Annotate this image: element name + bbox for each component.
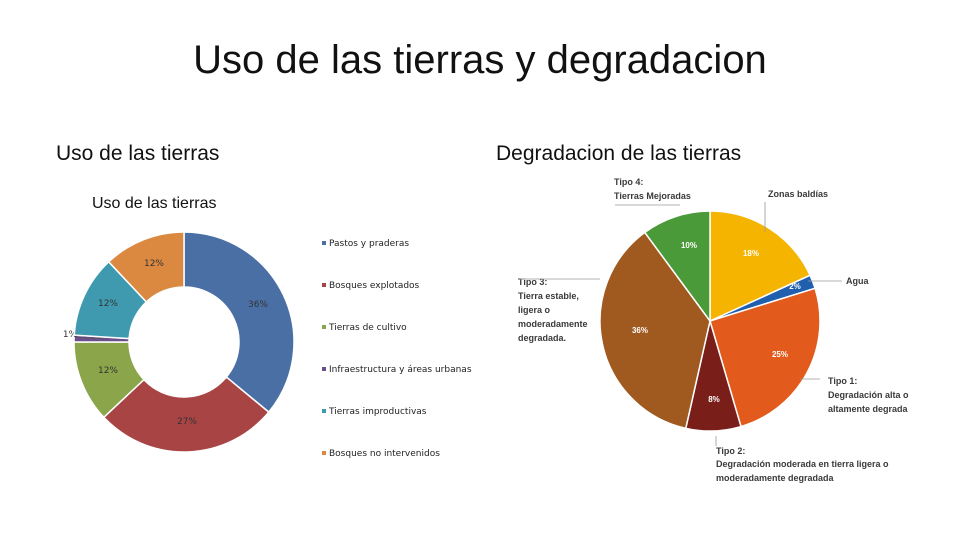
callout-tipo3-line4: degradada. <box>518 333 566 343</box>
pie-data-label: 18% <box>743 249 759 258</box>
callout-tipo4-title: Tipo 4: <box>614 177 643 187</box>
callout-tipo3-line2: ligera o <box>518 305 551 315</box>
legend-swatch <box>322 325 326 329</box>
pie-data-label: 8% <box>708 395 720 404</box>
donut-slice <box>107 231 185 303</box>
left-heading: Uso de las tierras <box>56 142 220 165</box>
callout-tipo2-line1: Degradación moderada en tierra ligera o <box>716 459 889 469</box>
callout-tipo2-line2: moderadamente degradada <box>716 473 835 483</box>
legend-entry: Bosques no intervenidos <box>329 449 440 459</box>
pie-data-label: 10% <box>681 241 697 250</box>
donut-slice <box>102 376 270 453</box>
callout-tipo3-line1: Tierra estable, <box>518 291 579 301</box>
callout-tipo1-line2: altamente degrada <box>828 404 909 414</box>
pie-slice <box>599 231 711 430</box>
donut-data-label: 27% <box>177 417 197 427</box>
legend-entry: Bosques explotados <box>329 281 420 291</box>
legend-entry: Pastos y praderas <box>329 239 409 249</box>
callout-tipo2-title: Tipo 2: <box>716 446 745 456</box>
donut-data-label: 12% <box>144 259 164 269</box>
callout-zonas-baldias: Zonas baldías <box>768 189 828 199</box>
pie-slice <box>709 210 812 323</box>
legend-swatch <box>322 283 326 287</box>
legend-swatch <box>322 241 326 245</box>
pie-data-label: 36% <box>632 326 648 335</box>
pie-data-label: 25% <box>772 350 788 359</box>
pie-slice <box>643 210 711 324</box>
donut-slice <box>183 231 295 414</box>
legend-entry: Tierras de cultivo <box>328 323 407 333</box>
donut-data-label: 36% <box>248 300 268 310</box>
donut-legend: Pastos y praderas Bosques explotados Tierr… <box>322 239 472 459</box>
callout-tipo4-desc: Tierras Mejoradas <box>614 191 691 201</box>
donut-chart-title: Uso de las tierras <box>92 195 217 212</box>
donut-data-label: 1% <box>63 330 78 340</box>
degradation-pie: 18% 2% 25% 8% 36% 10% <box>599 210 821 432</box>
legend-swatch <box>322 409 326 413</box>
donut-data-label: 12% <box>98 366 118 376</box>
slide-title: Uso de las tierras y degradacion <box>193 38 767 82</box>
degradation-callouts: Zonas baldías Agua Tipo 4: Tierras Mejorada… <box>518 177 909 483</box>
pie-slice <box>709 287 821 428</box>
legend-entry: Infraestructura y áreas urbanas <box>329 365 472 375</box>
callout-tipo3-title: Tipo 3: <box>518 277 547 287</box>
callout-tipo1-title: Tipo 1: <box>828 376 857 386</box>
right-heading: Degradacion de las tierras <box>496 142 742 165</box>
donut-chart: 36% 27% 12% 1% 12% 12% <box>63 231 295 453</box>
callout-tipo1-line1: Degradación alta o <box>828 390 909 400</box>
donut-data-label: 12% <box>98 299 118 309</box>
donut-leader-line <box>77 336 105 340</box>
callout-agua: Agua <box>846 276 869 286</box>
legend-entry: Tierras improductivas <box>328 407 427 417</box>
pie-data-label: 2% <box>789 282 801 291</box>
legend-swatch <box>322 451 326 455</box>
legend-swatch <box>322 367 326 371</box>
callout-tipo3-line3: moderadamente <box>518 319 588 329</box>
